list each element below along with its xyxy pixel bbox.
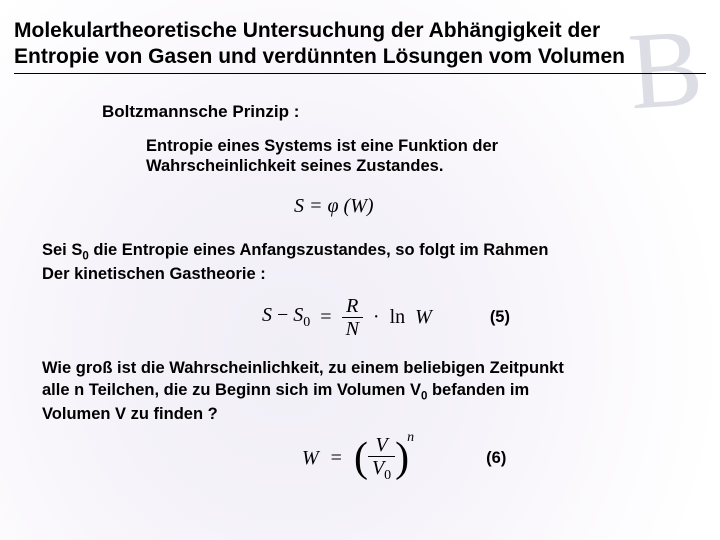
eq5-S: S: [262, 304, 272, 326]
eq5-S0-0: 0: [303, 315, 310, 330]
boltzmann-desc-line-2: Wahrscheinlichkeit seines Zustandes.: [146, 157, 443, 175]
para-S0-text-1: Sei S: [42, 241, 82, 259]
left-paren: (: [354, 442, 368, 476]
title-line-2: Entropie von Gasen und verdünnten Lösung…: [14, 45, 625, 68]
eq5-ln: ln: [390, 306, 406, 329]
eq6-paren-frac: ( V V0 ) n: [354, 434, 414, 484]
equation-S-phi-W: S = φ (W): [294, 195, 706, 218]
para-S0-text-1b: die Entropie eines Anfangszustandes, so …: [89, 241, 549, 259]
eq6-frac-den: V0: [368, 457, 395, 484]
boltzmann-desc-line-1: Entropie eines Systems ist eine Funktion…: [146, 137, 498, 155]
question-paragraph: Wie groß ist die Wahrscheinlichkeit, zu …: [42, 358, 706, 425]
equation-5-row: S − S0 = R N · ln W (5): [42, 295, 706, 340]
equation-6-label: (6): [486, 449, 506, 468]
paragraph-S0: Sei S0 die Entropie eines Anfangszustand…: [42, 240, 706, 286]
eq6-den-0: 0: [384, 468, 391, 483]
eq6-fraction: V V0: [368, 434, 395, 484]
eq6-exponent-n: n: [407, 430, 414, 446]
eq5-equals: =: [320, 306, 331, 329]
equation-6-row: W = ( V V0 ) n (6): [42, 434, 706, 484]
eq6-den-V: V: [372, 457, 384, 479]
eq6-frac-num: V: [371, 434, 391, 456]
equation-6: W = ( V V0 ) n: [302, 434, 414, 484]
question-line-2a: alle n Teilchen, die zu Beginn sich im V…: [42, 381, 421, 399]
equation-5-label: (5): [490, 308, 510, 327]
eq6-equals: =: [331, 447, 342, 470]
title-line-1: Molekulartheoretische Untersuchung der A…: [14, 19, 600, 42]
eq6-W: W: [302, 447, 319, 470]
question-line-3: Volumen V zu finden ?: [42, 405, 218, 423]
question-line-2b: befanden im: [427, 381, 529, 399]
eq5-S0-S: S: [293, 304, 303, 326]
eq5-frac-num: R: [342, 295, 362, 317]
para-S0-text-2: Der kinetischen Gastheorie :: [42, 265, 266, 283]
boltzmann-description: Entropie eines Systems ist eine Funktion…: [146, 136, 706, 177]
question-line-1: Wie groß ist die Wahrscheinlichkeit, zu …: [42, 359, 564, 377]
slide-title: Molekulartheoretische Untersuchung der A…: [14, 18, 706, 74]
eq5-W: W: [415, 306, 432, 329]
boltzmann-heading: Boltzmannsche Prinzip :: [102, 102, 706, 122]
right-paren: ): [395, 442, 409, 476]
eq5-dot: ·: [373, 306, 380, 329]
eq5-lhs: S − S0: [262, 304, 310, 331]
eq5-fraction: R N: [342, 295, 363, 340]
equation-5: S − S0 = R N · ln W: [262, 295, 432, 340]
eq5-minus: −: [272, 304, 293, 326]
eq5-frac-den: N: [342, 318, 363, 340]
